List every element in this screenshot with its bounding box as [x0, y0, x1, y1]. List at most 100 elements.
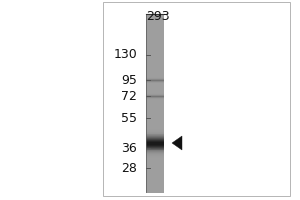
- Bar: [146, 141, 164, 142]
- Bar: [146, 57, 164, 58]
- Bar: [146, 88, 164, 90]
- Bar: [146, 111, 164, 113]
- Bar: [146, 86, 164, 87]
- Bar: [146, 69, 164, 70]
- Text: 55: 55: [121, 112, 137, 124]
- Bar: [146, 105, 164, 107]
- Bar: [146, 117, 164, 118]
- Bar: [146, 81, 164, 83]
- Bar: [146, 46, 164, 47]
- Bar: [146, 190, 164, 192]
- Bar: [146, 159, 164, 161]
- Bar: [146, 139, 164, 140]
- Bar: [146, 20, 164, 22]
- Bar: [146, 73, 164, 75]
- Bar: [146, 157, 164, 159]
- Bar: [146, 143, 164, 145]
- Bar: [146, 130, 164, 131]
- Bar: [146, 93, 164, 94]
- Bar: [146, 50, 164, 51]
- Polygon shape: [172, 136, 182, 150]
- Bar: [146, 107, 164, 108]
- Bar: [146, 44, 164, 46]
- Bar: [146, 60, 164, 62]
- Bar: [146, 103, 164, 104]
- Bar: [146, 52, 164, 54]
- Bar: [146, 90, 164, 92]
- Bar: [146, 185, 164, 186]
- Bar: [146, 53, 164, 54]
- Bar: [146, 80, 164, 82]
- Bar: [146, 124, 164, 125]
- Bar: [146, 50, 164, 52]
- Bar: [146, 140, 164, 141]
- Text: 28: 28: [121, 162, 137, 174]
- Bar: [146, 142, 164, 144]
- Bar: [146, 30, 164, 31]
- Bar: [146, 134, 164, 136]
- Bar: [146, 119, 164, 120]
- Bar: [146, 129, 164, 131]
- Bar: [146, 92, 164, 93]
- Bar: [146, 137, 164, 139]
- Bar: [146, 169, 164, 170]
- Bar: [146, 151, 164, 153]
- Bar: [146, 15, 164, 16]
- Bar: [146, 168, 164, 169]
- Bar: [146, 41, 164, 42]
- Bar: [146, 75, 164, 77]
- Bar: [146, 131, 164, 132]
- Bar: [146, 39, 164, 40]
- Bar: [146, 138, 164, 139]
- Bar: [146, 175, 164, 177]
- Bar: [146, 99, 164, 100]
- Bar: [146, 102, 164, 103]
- Bar: [146, 150, 164, 151]
- Bar: [146, 125, 164, 126]
- Bar: [146, 47, 164, 48]
- Bar: [146, 114, 164, 116]
- Bar: [146, 23, 164, 24]
- Bar: [146, 127, 164, 129]
- Bar: [146, 186, 164, 187]
- Bar: [146, 32, 164, 33]
- Bar: [146, 178, 164, 179]
- Bar: [146, 38, 164, 39]
- Bar: [146, 134, 164, 135]
- Text: 293: 293: [146, 10, 170, 23]
- Bar: [146, 65, 164, 67]
- Bar: [146, 132, 164, 133]
- Bar: [146, 110, 164, 111]
- Bar: [146, 96, 164, 98]
- Bar: [146, 187, 164, 188]
- Bar: [146, 55, 164, 56]
- Bar: [146, 146, 164, 147]
- Bar: [146, 67, 164, 69]
- Bar: [146, 171, 164, 172]
- Bar: [146, 91, 164, 92]
- Bar: [146, 70, 164, 71]
- Bar: [146, 83, 164, 85]
- Bar: [146, 25, 164, 26]
- Bar: [146, 19, 164, 21]
- Bar: [146, 150, 164, 152]
- Bar: [146, 59, 164, 61]
- Bar: [146, 84, 164, 85]
- Bar: [146, 148, 164, 149]
- Bar: [146, 180, 164, 182]
- Bar: [103, 2, 290, 196]
- Bar: [146, 165, 164, 166]
- Bar: [146, 88, 164, 89]
- Bar: [146, 97, 164, 99]
- Bar: [146, 76, 164, 77]
- Bar: [146, 184, 164, 185]
- Bar: [146, 165, 164, 167]
- Bar: [146, 66, 164, 68]
- Bar: [146, 123, 164, 124]
- Bar: [146, 34, 164, 35]
- Bar: [146, 18, 164, 19]
- Bar: [146, 142, 164, 143]
- Bar: [146, 28, 164, 30]
- Bar: [146, 36, 164, 38]
- Bar: [146, 49, 164, 50]
